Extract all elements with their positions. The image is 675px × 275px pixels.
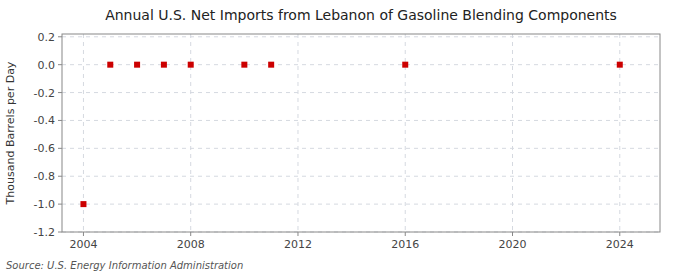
y-tick-label: -0.2 bbox=[34, 87, 55, 100]
tick-mark bbox=[58, 36, 62, 37]
grid-line bbox=[512, 34, 513, 232]
points bbox=[80, 62, 622, 207]
y-tick-label: -0.6 bbox=[34, 142, 55, 155]
point bbox=[268, 62, 274, 68]
tick-mark bbox=[58, 92, 62, 93]
tick-mark bbox=[83, 232, 84, 236]
point bbox=[402, 62, 408, 68]
tick-mark bbox=[58, 120, 62, 121]
x-tick-label: 2024 bbox=[606, 238, 634, 251]
tick-mark bbox=[58, 176, 62, 177]
point bbox=[107, 62, 113, 68]
grid-line bbox=[62, 148, 660, 149]
tick-mark bbox=[297, 232, 298, 236]
x-tick-label: 2008 bbox=[177, 238, 205, 251]
grid-line bbox=[62, 120, 660, 121]
axes: 0.2 0.0 -0.2 -0.4 -0.6 -0.8 -1.0 -1.2 2004 2008 20… bbox=[34, 31, 660, 251]
point bbox=[134, 62, 140, 68]
y-tick-label: -1.2 bbox=[34, 226, 55, 239]
grid-line bbox=[62, 36, 660, 37]
y-axis-label: Thousand Barrels per Day bbox=[4, 61, 17, 205]
title: Annual U.S. Net Imports from Lebanon of … bbox=[105, 7, 617, 23]
x-tick-label: 2012 bbox=[284, 238, 312, 251]
point bbox=[161, 62, 167, 68]
y-tick-label: 0.0 bbox=[38, 59, 56, 72]
tick-mark bbox=[405, 232, 406, 236]
tick-mark bbox=[512, 232, 513, 236]
tick-mark bbox=[190, 232, 191, 236]
tick-mark bbox=[619, 232, 620, 236]
tick-mark bbox=[58, 232, 62, 233]
tick-mark bbox=[58, 64, 62, 65]
x-tick-label: 2016 bbox=[391, 238, 419, 251]
chart: Annual U.S. Net Imports from Lebanon of … bbox=[0, 0, 675, 275]
grid-line bbox=[62, 64, 660, 65]
y-tick-label: -0.4 bbox=[34, 114, 55, 127]
annotation: Source: U.S. Energy Information Administ… bbox=[6, 260, 243, 271]
x-tick-label: 2004 bbox=[69, 238, 97, 251]
tick-mark bbox=[58, 204, 62, 205]
grid-line bbox=[297, 34, 298, 232]
x-tick-label: 2020 bbox=[499, 238, 527, 251]
grid-line bbox=[62, 204, 660, 205]
point bbox=[80, 201, 86, 207]
point bbox=[617, 62, 623, 68]
grid-line bbox=[62, 92, 660, 93]
y-tick-label: 0.2 bbox=[38, 31, 56, 44]
y-tick-label: -1.0 bbox=[34, 198, 55, 211]
plot-frame bbox=[62, 34, 660, 232]
point bbox=[241, 62, 247, 68]
point bbox=[188, 62, 194, 68]
grid-line bbox=[62, 176, 660, 177]
y-tick-label: -0.8 bbox=[34, 170, 55, 183]
chart-container: Annual U.S. Net Imports from Lebanon of … bbox=[0, 0, 675, 275]
tick-mark bbox=[58, 148, 62, 149]
grid bbox=[62, 34, 660, 232]
